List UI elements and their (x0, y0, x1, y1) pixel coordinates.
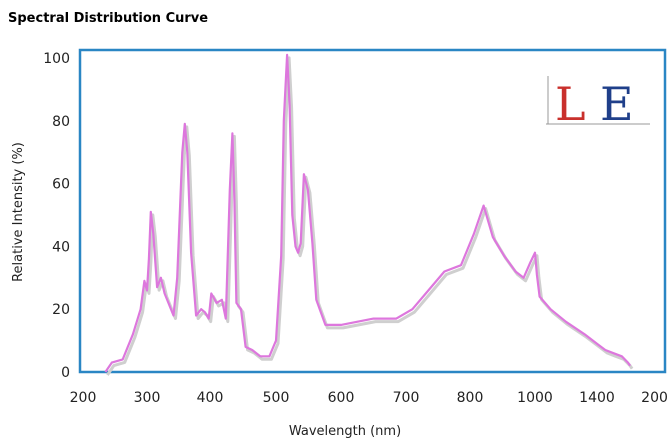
series-line (104, 53, 632, 373)
x-tick-label: 1000 (517, 390, 553, 406)
x-tick-label: 500 (263, 390, 290, 406)
chart-title: Spectral Distribution Curve (8, 11, 208, 26)
watermark: © Lamp Express (540, 353, 607, 362)
logo-letter-e: E (600, 77, 634, 131)
x-tick-label: 800 (457, 390, 484, 406)
y-tick-label: 100 (43, 51, 70, 67)
x-tick-label: 700 (393, 390, 420, 406)
y-tick-label: 80 (52, 114, 70, 130)
logo-letter-l: L (555, 77, 586, 131)
x-axis-label: Wavelength (nm) (289, 424, 401, 439)
y-axis-label: Relative Intensity (%) (11, 142, 26, 282)
x-tick-label: 2000 (641, 390, 668, 406)
y-tick-label: 20 (52, 302, 70, 318)
x-axis-ticks: 200 300 400 500 600 700 800 1000 1400 2000 (70, 390, 668, 406)
y-tick-label: 0 (61, 365, 70, 381)
x-tick-label: 300 (134, 390, 161, 406)
y-axis-ticks: 0 20 40 60 80 100 (43, 51, 70, 381)
series-group (104, 53, 634, 376)
x-tick-label: 400 (197, 390, 224, 406)
x-tick-label: 200 (70, 390, 97, 406)
le-logo: L E (546, 76, 650, 131)
x-tick-label: 1400 (579, 390, 615, 406)
x-tick-label: 600 (328, 390, 355, 406)
y-tick-label: 40 (52, 239, 70, 255)
y-tick-label: 60 (52, 177, 70, 193)
